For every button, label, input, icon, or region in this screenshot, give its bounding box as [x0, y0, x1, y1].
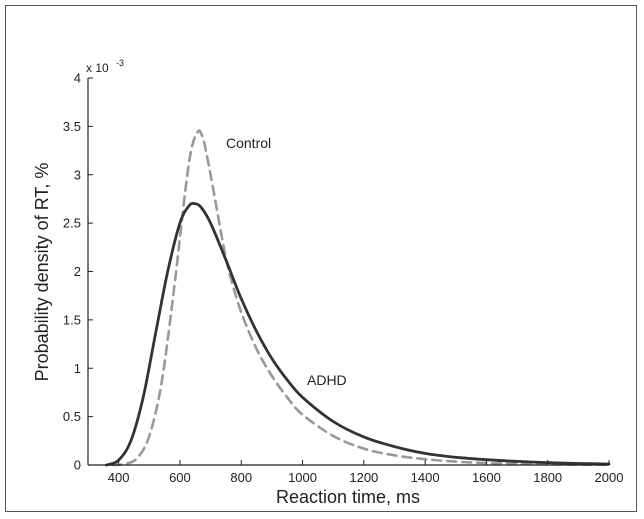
axis-layer	[87, 78, 609, 466]
x-tick-label: 1400	[411, 470, 440, 485]
series-line-control	[111, 129, 611, 467]
y-ticks: 0 0.5 1 1.5 2 2.5 3 3.5 4	[63, 71, 93, 473]
x-tick-label: 1800	[533, 470, 562, 485]
y-tick-label: 4	[74, 71, 81, 86]
series-line-adhd	[105, 202, 611, 467]
y-tick-label: 1	[74, 361, 81, 376]
plot-layer	[105, 129, 611, 467]
y-scale-note: x 10	[86, 61, 109, 75]
series-label-adhd: ADHD	[307, 372, 347, 388]
x-tick-label: 400	[108, 470, 130, 485]
x-tick-label: 1000	[288, 470, 317, 485]
y-tick-label: 3.5	[63, 119, 81, 134]
x-tick-label: 2000	[595, 470, 624, 485]
x-axis-title: Reaction time, ms	[276, 487, 420, 507]
x-tick-label: 600	[169, 470, 191, 485]
y-tick-label: 0	[74, 458, 81, 473]
x-tick-label: 800	[230, 470, 252, 485]
y-tick-label: 0.5	[63, 409, 81, 424]
y-tick-label: 2.5	[63, 216, 81, 231]
series-label-control: Control	[226, 135, 271, 151]
x-tick-label: 1200	[349, 470, 378, 485]
y-scale-exponent: -3	[116, 58, 124, 68]
x-tick-label: 1600	[472, 470, 501, 485]
y-axis-title: Probability density of RT, %	[32, 163, 52, 382]
figure-frame	[5, 5, 637, 512]
y-tick-label: 3	[74, 167, 81, 182]
x-ticks: 400 600 800 1000 1200 1400 1600 1800 2000	[108, 460, 624, 485]
y-tick-label: 2	[74, 264, 81, 279]
y-tick-label: 1.5	[63, 312, 81, 327]
